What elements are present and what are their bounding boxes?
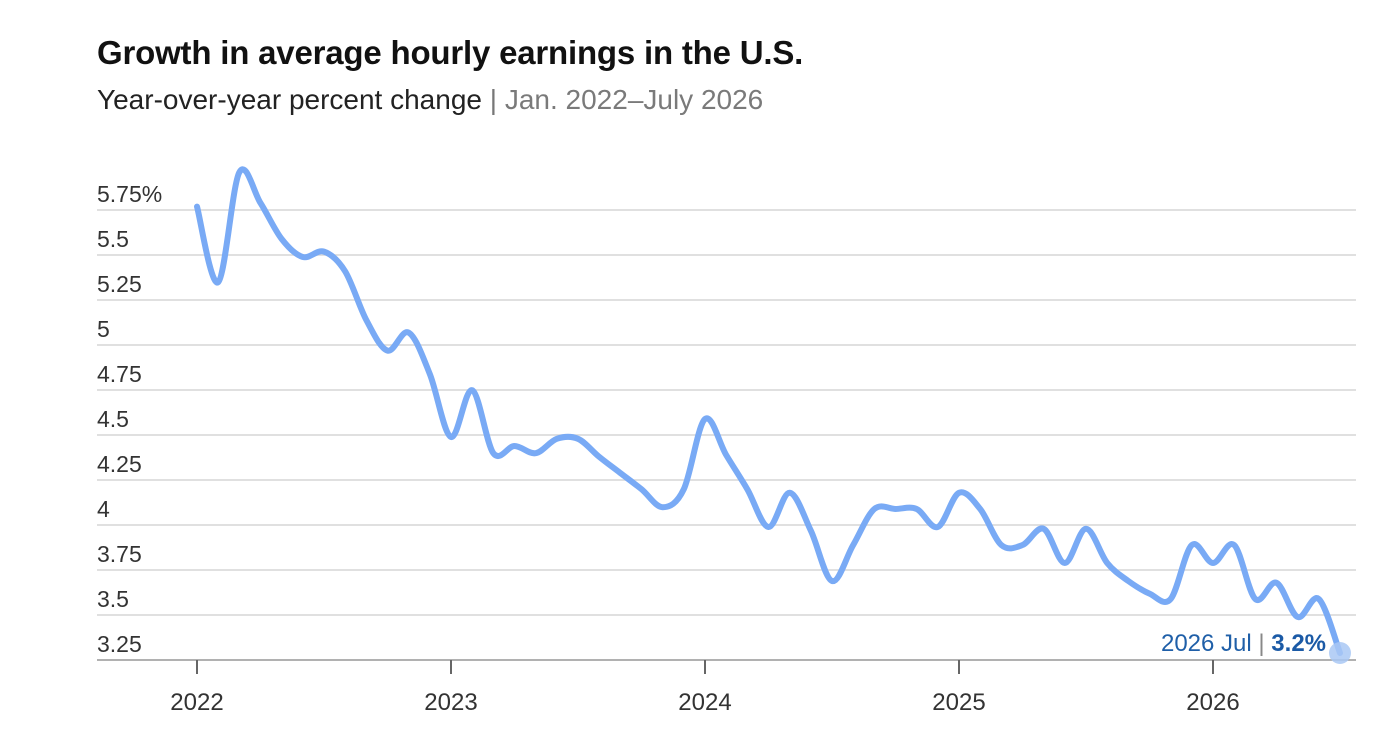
series-layer [194,166,1351,664]
subtitle-separator: | [489,84,498,115]
y-tick-label: 3.5 [97,586,129,612]
x-tick-label: 2024 [678,689,731,716]
x-tick-label: 2023 [424,689,477,716]
y-tick-label: 4.25 [97,451,142,477]
y-tick-label: 4 [97,496,110,522]
y-tick-label: 3.75 [97,541,142,567]
annotation-date: 2026 Jul [1161,630,1258,657]
y-tick-label: 5.75% [97,181,162,207]
subtitle-main: Year-over-year percent change [97,84,482,115]
x-tick-label: 2022 [170,689,223,716]
chart-title: Growth in average hourly earnings in the… [97,34,804,71]
y-tick-label: 4.5 [97,406,129,432]
gridlines [97,209,1356,661]
x-axis: 2022 2023 2024 2025 2026 [97,659,1356,716]
end-annotation: 2026 Jul | 3.2% [1161,630,1326,657]
end-point-marker [1329,642,1351,664]
chart-subtitle: Year-over-year percent change | Jan. 202… [97,84,763,116]
y-tick-label: 5 [97,316,110,342]
x-tick-label: 2025 [932,689,985,716]
y-tick-label: 3.25 [97,631,142,657]
y-axis-tick-labels: 3.25 3.5 3.75 4 4.25 4.5 4.75 5 5.25 5.5 5.75% [97,181,162,657]
y-tick-label: 5.25 [97,271,142,297]
annotation-separator: | [1258,630,1271,657]
annotation-value: 3.2% [1271,630,1326,657]
series-line [194,166,1343,656]
subtitle-date-range: Jan. 2022–July 2026 [504,84,764,115]
end-annotation-label: 2026 Jul | 3.2% [1161,630,1326,657]
x-tick-label: 2026 [1186,689,1239,716]
y-tick-label: 4.75 [97,361,142,387]
y-tick-label: 5.5 [97,226,129,252]
